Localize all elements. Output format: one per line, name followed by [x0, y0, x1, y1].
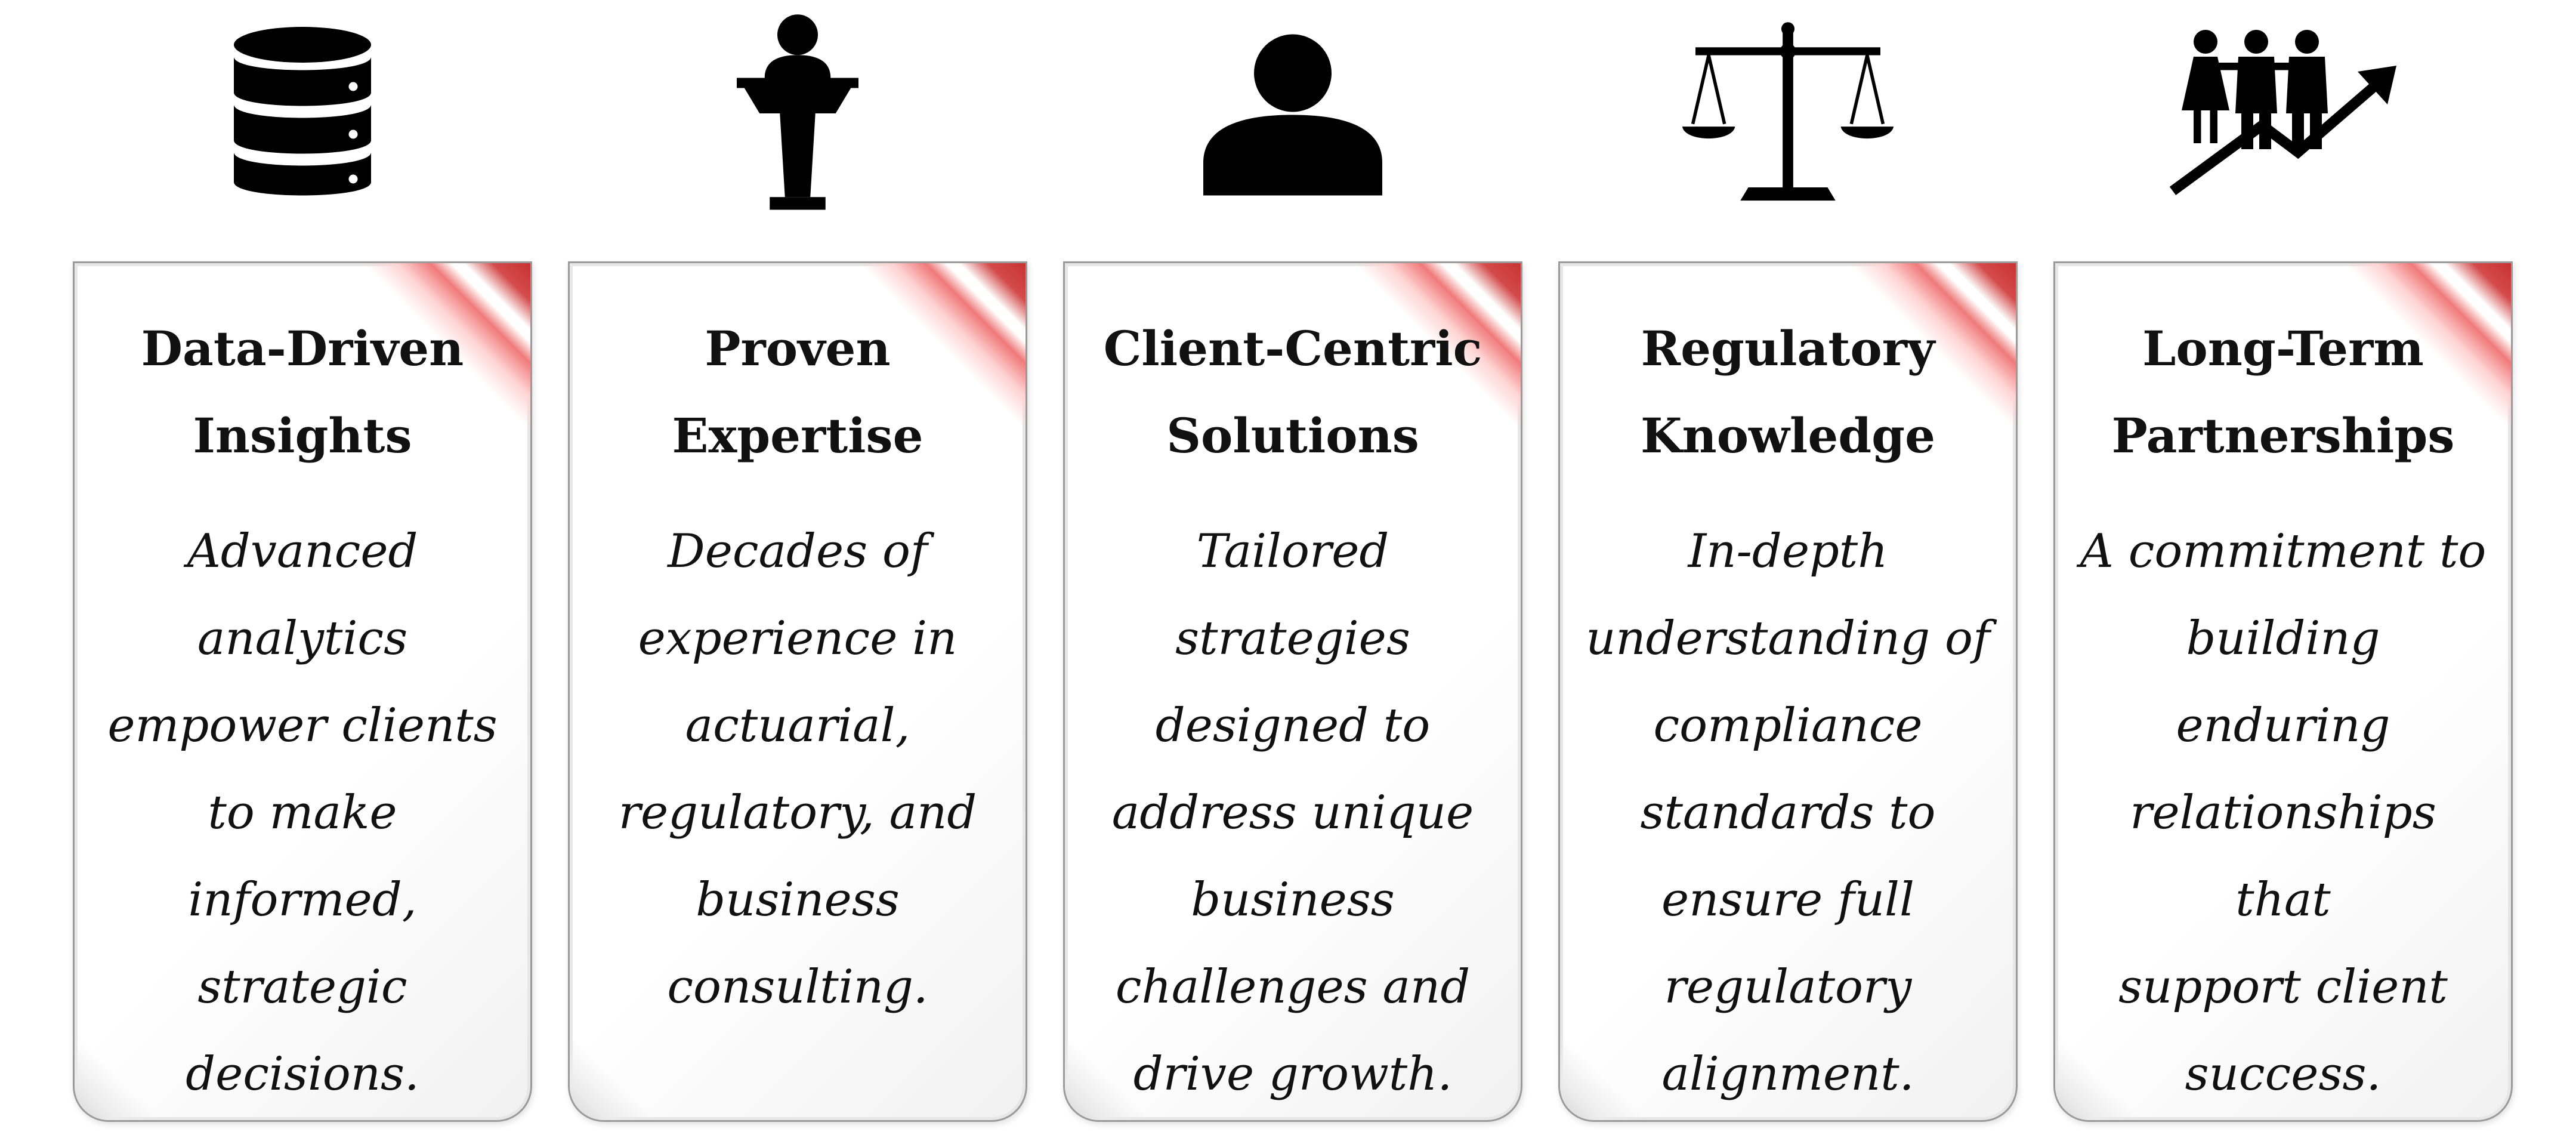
feature-column-data-driven-insights: Data-Driven Insights Advanced analytics …	[73, 0, 532, 1138]
card-title: Proven Expertise	[672, 320, 923, 464]
feature-card: Data-Driven Insights Advanced analytics …	[73, 261, 532, 1122]
database-icon	[73, 0, 532, 227]
podium-speaker-icon	[568, 0, 1027, 227]
feature-card: Client-Centric Solutions Tailored strate…	[1063, 261, 1522, 1122]
feature-card: Long-Term Partnerships A commitment to b…	[2053, 261, 2513, 1122]
card-description: Advanced analytics empower clients to ma…	[107, 525, 498, 1101]
card-title: Data-Driven Insights	[141, 320, 464, 464]
feature-column-proven-expertise: Proven Expertise Decades of experience i…	[568, 0, 1027, 1138]
feature-column-regulatory-knowledge: Regulatory Knowledge In-depth understand…	[1558, 0, 2018, 1138]
feature-column-long-term-partnerships: Long-Term Partnerships A commitment to b…	[2053, 0, 2513, 1138]
scales-of-justice-icon	[1558, 0, 2018, 227]
card-description: A commitment to building enduring relati…	[2080, 525, 2487, 1101]
card-title: Regulatory Knowledge	[1641, 320, 1935, 464]
card-description: Tailored strategies designed to address …	[1111, 525, 1474, 1101]
card-description: Decades of experience in actuarial, regu…	[618, 525, 977, 1014]
feature-card: Regulatory Knowledge In-depth understand…	[1558, 261, 2018, 1122]
feature-card: Proven Expertise Decades of experience i…	[568, 261, 1027, 1122]
card-title: Long-Term Partnerships	[2111, 320, 2455, 464]
card-title: Client-Centric Solutions	[1103, 320, 1482, 464]
card-description: In-depth understanding of compliance sta…	[1586, 525, 1990, 1101]
people-growth-arrow-icon	[2053, 0, 2513, 227]
person-icon	[1063, 0, 1522, 227]
feature-column-client-centric-solutions: Client-Centric Solutions Tailored strate…	[1063, 0, 1522, 1138]
